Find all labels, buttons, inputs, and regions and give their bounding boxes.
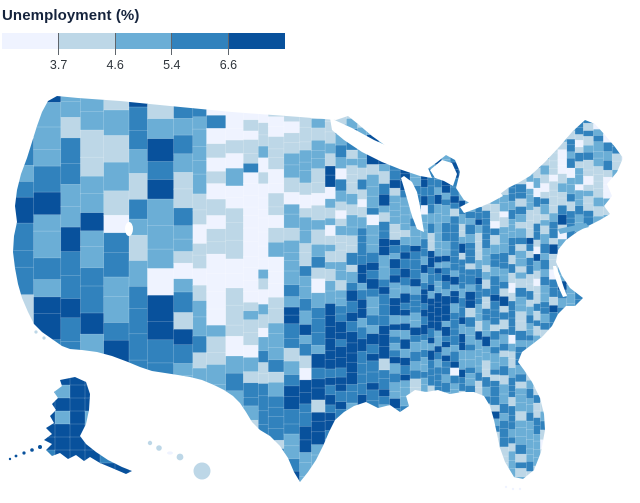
legend-tick-label: 5.4 (163, 58, 181, 72)
us-choropleth-map (8, 96, 623, 491)
legend: Unemployment (%) 3.7 4.6 5.4 6.6 (2, 7, 322, 79)
islands-layer (8, 223, 589, 491)
legend-tick-label: 6.6 (219, 58, 238, 72)
channel-island (42, 336, 46, 340)
channel-island (34, 330, 38, 334)
florida-keys (518, 487, 522, 491)
legend-tick (227, 33, 229, 55)
legend-tick-label: 4.6 (106, 58, 124, 72)
legend-title: Unemployment (%) (2, 7, 140, 24)
aleutian-island (14, 454, 18, 458)
alaska-inset (44, 377, 132, 474)
florida-keys (504, 485, 508, 489)
aleutian-island (8, 457, 12, 461)
legend-swatch (58, 33, 116, 49)
legend-tick (171, 33, 173, 55)
legend-tick-label: 3.7 (49, 58, 68, 72)
long-island (558, 223, 589, 234)
legend-scale: 3.7 4.6 5.4 6.6 (2, 33, 302, 79)
florida-keys (511, 487, 515, 491)
aleutian-island (22, 451, 26, 455)
hawaii-inset (147, 440, 211, 480)
legend-swatch (171, 33, 229, 49)
legend-swatch (2, 33, 59, 49)
aleutian-island (38, 445, 42, 449)
conus-counties-layer (13, 96, 623, 482)
legend-swatch (115, 33, 172, 49)
great-lakes (125, 118, 567, 297)
great-salt-lake (125, 222, 133, 236)
legend-tick (58, 33, 60, 55)
legend-tick (114, 33, 116, 55)
legend-swatch (228, 33, 285, 49)
legend-swatch-row (2, 33, 285, 49)
aleutian-island (30, 448, 34, 452)
